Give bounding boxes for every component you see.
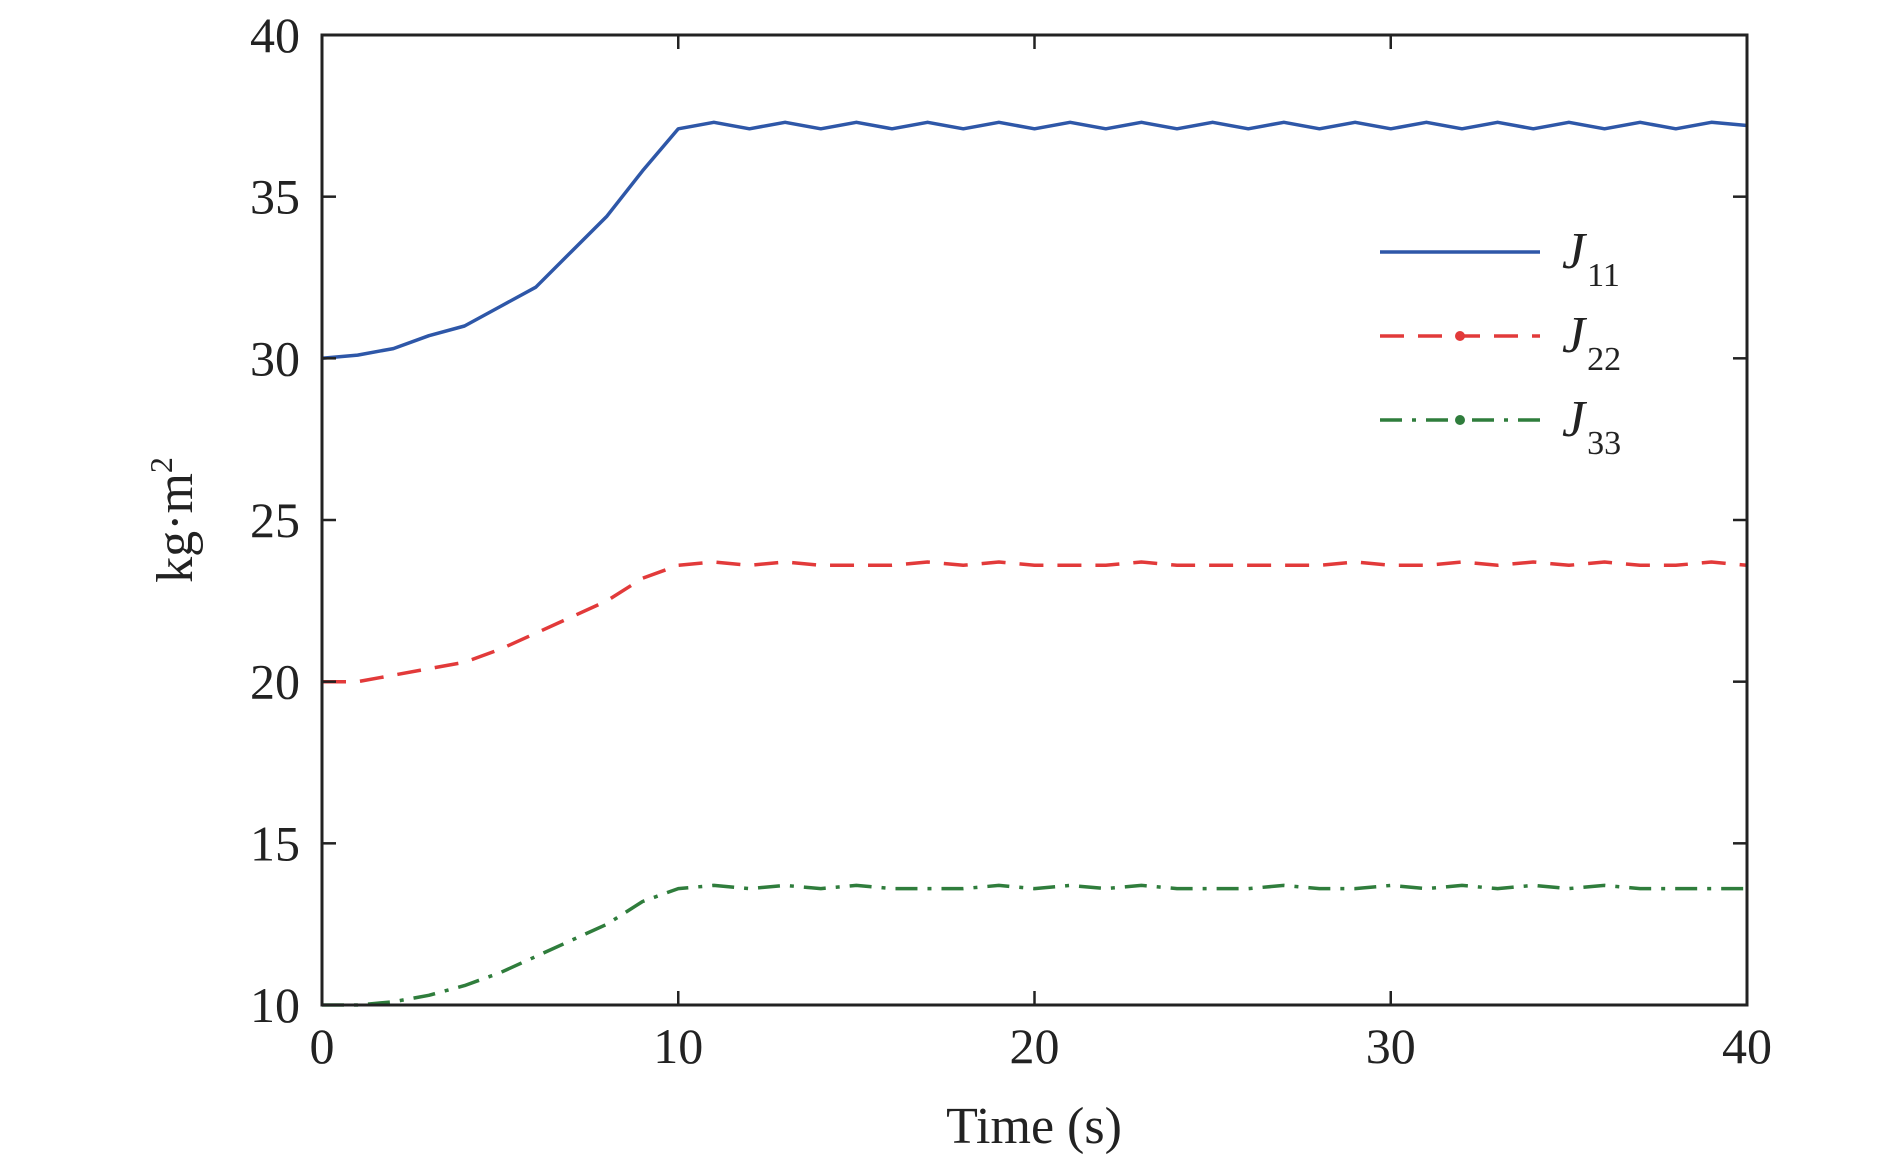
legend-label-subscript: 11 (1587, 257, 1620, 294)
legend-marker (1455, 415, 1465, 425)
legend-label-main: J (1562, 391, 1588, 448)
legend-label-main: J (1562, 307, 1588, 364)
y-tick-label: 10 (250, 977, 300, 1033)
y-axis-label-sup: 2 (143, 457, 179, 473)
x-tick-label: 10 (653, 1018, 703, 1074)
y-tick-label: 20 (250, 654, 300, 710)
legend-label-main: J (1562, 223, 1588, 280)
legend-label-J22: J22 (1562, 307, 1621, 378)
y-tick-label: 15 (250, 815, 300, 871)
y-tick-label: 40 (250, 7, 300, 63)
plot-frame (320, 33, 1749, 1007)
legend-label-subscript: 33 (1587, 425, 1621, 462)
series-line-J22 (322, 560, 1748, 684)
series-layer (321, 120, 1748, 1007)
legend-label-subscript: 22 (1587, 341, 1621, 378)
legend-marker (1455, 331, 1465, 341)
x-tick-label: 30 (1366, 1018, 1416, 1074)
legend-label-J33: J33 (1562, 391, 1621, 462)
y-axis-label-main: kg·m (147, 473, 204, 583)
y-axis-label: kg·m2 (143, 457, 204, 583)
x-tick-label: 20 (1010, 1018, 1060, 1074)
y-tick-label: 30 (250, 330, 300, 386)
y-tick-label: 35 (250, 169, 300, 225)
legend-label-J11: J11 (1562, 223, 1620, 294)
x-tick-label: 40 (1722, 1018, 1772, 1074)
series-line-J11 (321, 120, 1748, 361)
x-axis-label: Time (s) (946, 1098, 1122, 1155)
y-tick-label: 25 (250, 492, 300, 548)
series-line-J33 (322, 883, 1747, 1007)
x-tick-label: 0 (310, 1018, 335, 1074)
